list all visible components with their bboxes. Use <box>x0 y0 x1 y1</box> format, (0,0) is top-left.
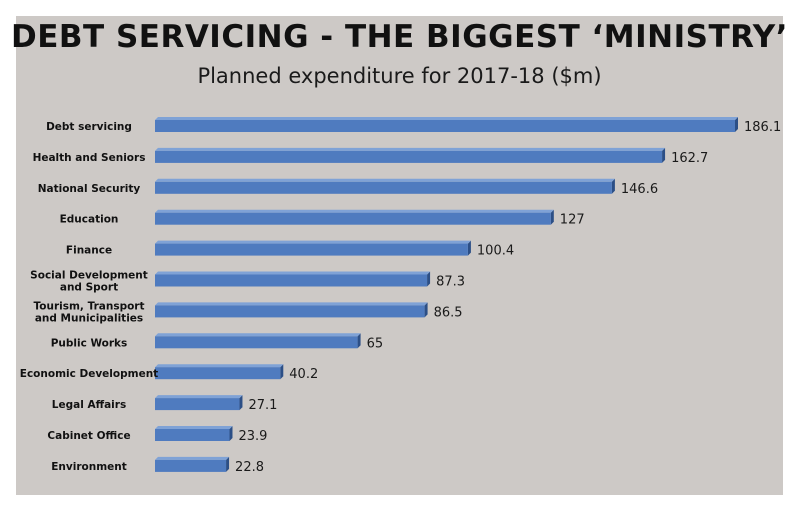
data-label: 127 <box>560 213 585 228</box>
bar-side <box>735 117 738 132</box>
bar <box>155 367 281 380</box>
category-label: National Security <box>38 183 141 195</box>
bar-side <box>550 209 554 225</box>
category-label: Legal Affairs <box>52 399 126 411</box>
bar-side <box>226 456 230 472</box>
bar <box>155 181 612 194</box>
bar-side <box>229 426 233 441</box>
bar <box>155 274 428 287</box>
bar-top <box>155 456 230 460</box>
bar-side <box>424 302 428 318</box>
bar-top <box>155 302 428 306</box>
bar <box>155 459 227 472</box>
data-label: 87.3 <box>436 275 465 290</box>
bar <box>155 150 663 163</box>
data-label: 146.6 <box>621 182 658 197</box>
bar-top <box>155 240 471 244</box>
bar-group <box>155 395 243 411</box>
data-label: 65 <box>367 336 384 351</box>
category-label: Tourism, Transport and Municipalities <box>34 300 145 324</box>
bar-side <box>357 333 361 349</box>
bar-top <box>155 395 243 399</box>
data-label: 27.1 <box>248 398 277 413</box>
bar-side <box>611 178 615 194</box>
bar-top <box>155 271 431 275</box>
category-label: Education <box>60 214 119 226</box>
bar-group <box>155 209 554 225</box>
bar <box>155 429 230 441</box>
bar <box>155 305 425 318</box>
bar-side <box>427 271 431 287</box>
bar-top <box>155 209 554 213</box>
category-label: Debt servicing <box>46 121 132 133</box>
data-label: 162.7 <box>671 151 708 166</box>
data-label: 40.2 <box>289 367 318 382</box>
category-label: Economic Development <box>20 368 158 380</box>
category-label: Finance <box>66 245 112 257</box>
bar-group <box>155 302 428 318</box>
bar-group <box>155 117 738 132</box>
chart-title: DEBT SERVICING - THE BIGGEST ‘MINISTRY’ <box>10 19 789 55</box>
chart-subtitle: Planned expenditure for 2017-18 ($m) <box>197 64 602 88</box>
bar-side <box>662 147 666 163</box>
bar-group <box>155 456 230 472</box>
bar-group <box>155 333 361 349</box>
data-label: 86.5 <box>434 305 463 320</box>
data-label: 23.9 <box>238 429 267 444</box>
bar <box>155 243 468 256</box>
data-label: 100.4 <box>477 244 514 259</box>
bar-side <box>280 364 284 380</box>
bar-group <box>155 147 666 163</box>
bar <box>155 120 735 132</box>
data-label: 186.1 <box>744 120 781 135</box>
category-label: Public Works <box>51 337 128 349</box>
bar-top <box>155 426 233 429</box>
bar <box>155 398 240 411</box>
bar-top <box>155 364 284 368</box>
category-label: Social Development and Sport <box>30 270 148 294</box>
bar-side <box>467 240 471 256</box>
bar-group <box>155 426 233 441</box>
bar <box>155 212 551 225</box>
bar-side <box>239 395 243 411</box>
bar-top <box>155 117 738 120</box>
category-label: Health and Seniors <box>33 152 146 164</box>
category-label: Environment <box>51 461 127 473</box>
bar-top <box>155 178 615 182</box>
bar-top <box>155 147 666 151</box>
bar-group <box>155 240 471 256</box>
bar-group <box>155 271 431 287</box>
data-label: 22.8 <box>235 460 264 475</box>
category-label: Cabinet Office <box>47 430 130 442</box>
bar-group <box>155 178 615 194</box>
bar-group <box>155 364 284 380</box>
bar <box>155 336 358 349</box>
bar-top <box>155 333 361 337</box>
